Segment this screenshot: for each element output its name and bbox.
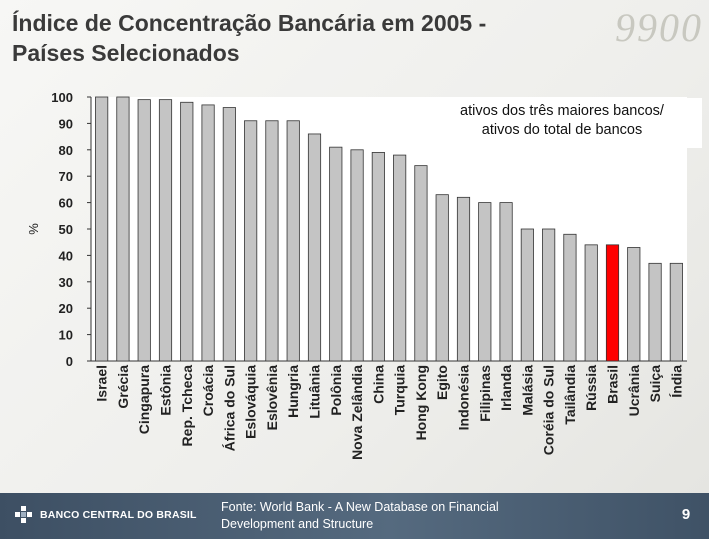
- bar-13: [371, 152, 385, 362]
- bar-18: [478, 202, 492, 362]
- bar-24: [605, 244, 620, 362]
- x-tick-label: Hong Kong: [413, 365, 429, 440]
- title-line-2: Países Selecionados: [12, 40, 240, 66]
- bar-chart: 0 10 20 30 40 50 60 70 80 90 100% Israel Grécia Cinga…: [26, 90, 687, 460]
- y-tick-label: 20: [59, 301, 73, 316]
- bar-8: [265, 120, 279, 362]
- y-tick-label: 50: [59, 222, 73, 237]
- y-tick-label: 90: [59, 116, 73, 131]
- bar-14: [393, 154, 407, 362]
- chart-annotation: ativos dos três maiores bancos/ ativos d…: [422, 98, 702, 148]
- x-tick-label: Ucrânia: [626, 365, 642, 417]
- bar-17: [456, 196, 471, 362]
- x-tick-label: África do Sul: [221, 365, 237, 451]
- x-tick-label: Lituânia: [307, 365, 323, 419]
- slide-title: Índice de Concentração Bancária em 2005 …: [12, 8, 612, 68]
- x-tick-label: Eslováquia: [243, 365, 259, 439]
- bar-2: [137, 99, 151, 362]
- bar-9: [286, 120, 300, 362]
- x-tick-label: Grécia: [115, 365, 131, 409]
- bar-21: [542, 228, 556, 362]
- bar-15: [414, 165, 428, 362]
- x-tick-label: Rep. Tcheca: [179, 365, 195, 447]
- x-tick-label: Turquia: [392, 365, 408, 416]
- x-tick-label: Índia: [668, 365, 684, 398]
- bar-7: [244, 120, 258, 362]
- source-line-1: Fonte: World Bank - A New Database on Fi…: [221, 500, 499, 514]
- x-tick-label: Filipinas: [477, 365, 493, 422]
- bar-0: [95, 96, 109, 362]
- x-tick-label: Brasil: [605, 365, 621, 404]
- bar-12: [350, 149, 364, 362]
- x-tick-label: Hungria: [285, 365, 301, 418]
- bank-logo: BANCO CENTRAL DO BRASIL: [14, 505, 197, 525]
- y-tick-label: 0: [66, 354, 73, 369]
- source-note: Fonte: World Bank - A New Database on Fi…: [221, 499, 611, 533]
- x-tick-label: Rússia: [583, 365, 599, 411]
- bar-10: [307, 133, 322, 362]
- bank-name: BANCO CENTRAL DO BRASIL: [40, 509, 197, 521]
- x-tick-label: Tailândia: [562, 365, 578, 425]
- x-tick-label: Irlanda: [498, 365, 514, 411]
- bar-20: [520, 228, 534, 362]
- bar-3: [158, 99, 173, 362]
- y-tick-label: 100: [51, 90, 73, 105]
- y-tick-label: 10: [59, 328, 73, 343]
- y-axis-label: %: [26, 223, 41, 235]
- x-tick-label: Indonésia: [456, 365, 472, 431]
- bar-16: [435, 194, 449, 362]
- x-tick-label: Polônia: [328, 365, 344, 416]
- title-line-1: Índice de Concentração Bancária em 2005 …: [12, 10, 487, 36]
- bar-1: [116, 96, 130, 362]
- bar-23: [584, 244, 598, 362]
- y-tick-label: 80: [59, 143, 73, 158]
- banknote-watermark: 9900: [615, 5, 703, 50]
- y-tick-label: 30: [59, 275, 73, 290]
- bar-4: [180, 101, 194, 362]
- x-tick-label: Israel: [94, 365, 110, 402]
- bar-26: [648, 262, 662, 362]
- y-tick-label: 70: [59, 169, 73, 184]
- bar-25: [627, 247, 641, 362]
- page-number: 9: [681, 506, 691, 523]
- x-tick-label: Croácia: [200, 365, 216, 417]
- bank-logo-icon: [15, 506, 32, 523]
- bar-22: [563, 233, 577, 362]
- x-tick-label: Eslovênia: [264, 365, 280, 431]
- y-tick-label: 60: [59, 196, 73, 211]
- x-tick-label: Cingapura: [136, 365, 152, 434]
- x-tick-label: Coréia do Sul: [541, 365, 557, 455]
- footer-bar: [0, 493, 709, 539]
- x-tick-label: Nova Zelândia: [349, 365, 365, 460]
- source-line-2: Development and Structure: [221, 517, 374, 531]
- x-tick-label: Egito: [434, 365, 450, 400]
- annotation-line-2: ativos do total de bancos: [481, 122, 643, 138]
- bar-11: [329, 146, 343, 362]
- x-tick-label: Malásia: [519, 365, 535, 416]
- bar-6: [222, 107, 236, 362]
- bar-19: [499, 202, 513, 362]
- x-tick-label: China: [370, 365, 386, 404]
- y-tick-label: 40: [59, 248, 73, 263]
- x-tick-label: Estônia: [158, 365, 174, 416]
- x-tick-label: Suiça: [647, 365, 663, 403]
- bar-5: [201, 104, 215, 362]
- annotation-line-1: ativos dos três maiores bancos/: [460, 103, 664, 119]
- bar-27: [669, 262, 683, 362]
